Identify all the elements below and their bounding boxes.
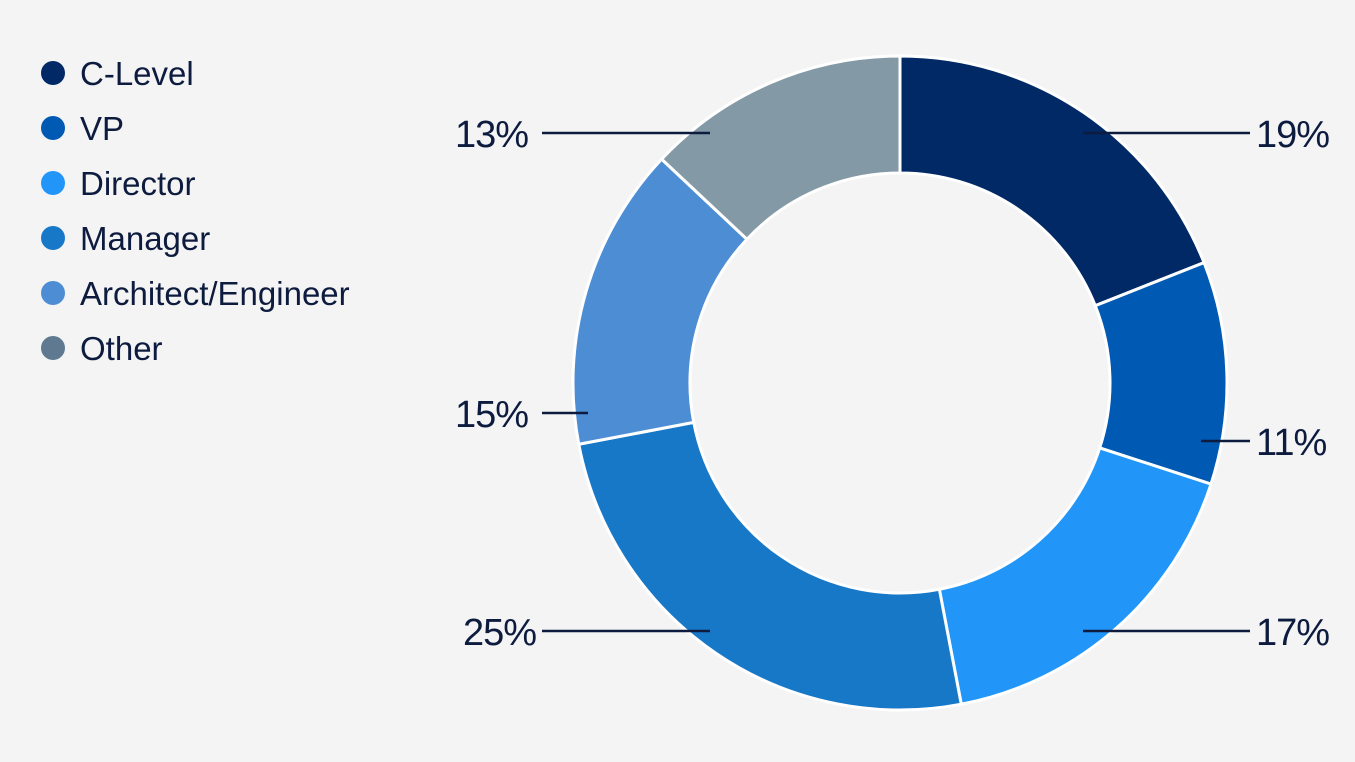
data-label-director: 17% [1256,612,1329,654]
legend-label: C-Level [80,55,194,92]
legend-item-manager: Manager [41,220,210,257]
legend-marker [41,171,65,195]
data-label-architect-engineer: 15% [455,394,528,436]
legend-item-director: Director [41,165,196,202]
legend-marker [41,226,65,250]
legend-marker [41,61,65,85]
legend-item-architect-engineer: Architect/Engineer [41,275,350,312]
legend-marker [41,281,65,305]
slice-c-level [898,54,1206,308]
slices [571,54,1229,712]
legend-label: Architect/Engineer [80,275,350,312]
legend: C-Level VP Director Manager Architect/Engine… [41,55,350,367]
slice-director [937,446,1213,706]
legend-label: Other [80,330,163,367]
slice-manager [577,420,964,712]
legend-label: Director [80,165,196,202]
data-label-c-level: 19% [1256,114,1329,156]
slice-other [659,54,902,242]
legend-item-other: Other [41,330,163,367]
legend-label: Manager [80,220,210,257]
legend-label: VP [80,110,124,147]
leader-lines [542,131,1250,633]
data-label-other: 13% [455,114,528,156]
data-label-manager: 25% [463,612,536,654]
legend-item-c-level: C-Level [41,55,194,92]
legend-item-vp: VP [41,110,124,147]
data-labels: 19% 11% 17% 25% 15% 13% [455,114,1330,654]
data-label-vp: 11% [1256,422,1326,464]
legend-marker [41,116,65,140]
legend-marker [41,336,65,360]
